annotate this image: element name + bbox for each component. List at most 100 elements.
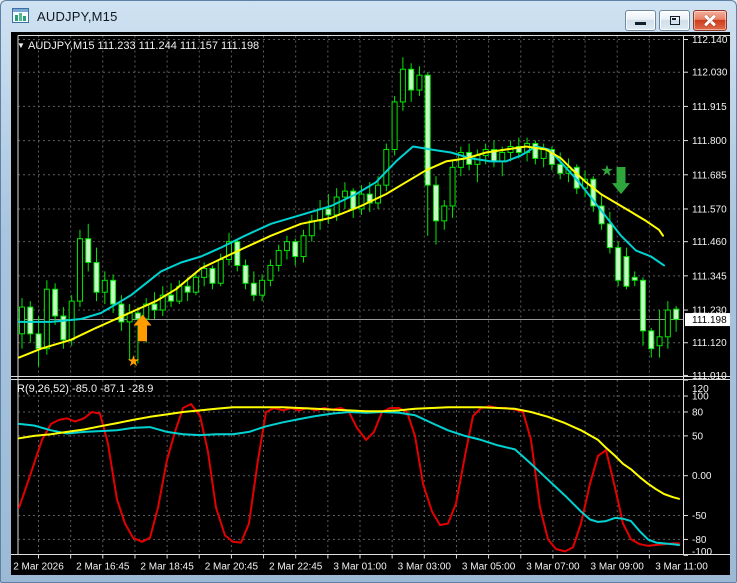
minimize-button[interactable] — [625, 10, 656, 31]
candle-body — [242, 264, 249, 284]
candle-body — [300, 235, 307, 258]
candle-body — [383, 149, 390, 186]
candle-body — [515, 146, 522, 153]
symbol-dropdown-icon[interactable]: ▼ — [17, 41, 25, 50]
price-axis-label: 111.570 — [692, 204, 727, 215]
candle-body — [275, 250, 282, 266]
sell-arrow-icon[interactable] — [612, 167, 630, 195]
candle-body — [325, 208, 332, 216]
candle-body — [408, 68, 415, 91]
candle-body — [168, 294, 175, 302]
chart-legend: AUDJPY,M15 111.233 111.244 111.157 111.1… — [28, 40, 259, 52]
ma-slow-yellow — [18, 145, 664, 359]
time-axis-label: 3 Mar 01:00 — [333, 562, 387, 573]
candle-body — [391, 101, 398, 151]
candle-body — [192, 276, 199, 293]
titlebar[interactable]: AUDJPY,M15 — [1, 1, 736, 31]
wpr-mid-cyan — [18, 411, 680, 546]
time-axis[interactable]: 2 Mar 2026 2 Mar 16:45 2 Mar 18:45 2 Mar 20… — [13, 554, 708, 573]
indicator-legend: R(9,26,52) -85.0 -87.1 -28.9 — [17, 383, 153, 395]
candle-body — [19, 306, 25, 335]
indicator-axis-label: -50 — [692, 511, 707, 522]
candle-body — [101, 279, 108, 293]
candle-body — [151, 303, 158, 311]
candle-body — [449, 166, 456, 207]
candle-body — [623, 256, 630, 287]
candle-body — [43, 288, 50, 350]
sell-star-icon[interactable]: ★ — [600, 162, 613, 179]
candle-body — [648, 330, 655, 350]
maximize-icon — [670, 16, 680, 25]
indicator-axis-label: 120 — [692, 384, 709, 395]
buy-arrow-icon[interactable] — [133, 314, 152, 342]
current-price-value: 111.198 — [692, 315, 727, 326]
candle-body — [27, 306, 34, 335]
candle-body — [250, 282, 257, 296]
chart-window-icon — [12, 8, 30, 24]
time-axis-label: 3 Mar 07:00 — [526, 562, 580, 573]
candle-body — [292, 241, 299, 258]
candle-body — [366, 193, 373, 204]
candle-body — [673, 308, 680, 321]
candle-body — [184, 285, 191, 293]
candle-body — [540, 149, 547, 159]
indicator-axis-label: -80 — [692, 535, 707, 546]
candle-body — [590, 178, 597, 207]
time-axis-label: 2 Mar 18:45 — [140, 562, 194, 573]
candle-body — [548, 149, 555, 165]
candle-body — [201, 267, 208, 278]
candle-body — [416, 74, 423, 91]
price-axis[interactable]: 112.140 112.030 111.915 111.800 111.685 111.5… — [683, 35, 731, 382]
window-title: AUDJPY,M15 — [37, 8, 118, 24]
indicator-axis-label: 0.00 — [692, 471, 712, 482]
maximize-button[interactable] — [659, 10, 690, 31]
candle-body — [209, 267, 216, 284]
price-axis-label: 111.345 — [692, 271, 727, 282]
indicator-axis-label: -100 — [692, 547, 712, 558]
price-axis-label: 112.030 — [692, 68, 728, 79]
current-price-badge — [685, 313, 730, 327]
chart-client-area[interactable]: ★ ★ 112.140 112.030 111.915 111.800 111.685 111… — [11, 32, 730, 575]
grid-lines — [18, 35, 683, 554]
close-button[interactable] — [693, 10, 727, 31]
price-axis-label: 111.685 — [692, 170, 727, 181]
candle-body — [333, 196, 340, 216]
candle-body — [656, 336, 663, 347]
candles-layer — [19, 57, 680, 367]
candle-body — [283, 241, 290, 252]
price-axis-label: 111.800 — [692, 136, 727, 147]
candle-body — [424, 74, 431, 186]
price-axis-label: 111.120 — [692, 338, 727, 349]
buy-star-icon[interactable]: ★ — [127, 353, 140, 370]
candle-body — [118, 303, 125, 323]
candle-body — [606, 223, 613, 249]
candle-body — [664, 309, 671, 338]
candle-body — [341, 190, 348, 198]
candle-body — [159, 294, 166, 311]
candle-body — [52, 288, 59, 317]
candle-body — [85, 238, 92, 263]
window-separator[interactable] — [11, 376, 730, 380]
candle-body — [76, 238, 83, 302]
candle-body — [259, 279, 266, 296]
candle-body — [60, 315, 67, 341]
time-axis-label: 2 Mar 16:45 — [76, 562, 130, 573]
candle-body — [375, 184, 382, 204]
time-axis-label: 3 Mar 11:00 — [655, 562, 708, 573]
candle-body — [217, 259, 224, 284]
time-axis-label: 3 Mar 09:00 — [591, 562, 645, 573]
price-axis-label: 111.230 — [692, 306, 727, 317]
wpr-fast-red — [18, 403, 680, 553]
price-chart[interactable]: ★ ★ 112.140 112.030 111.915 111.800 111.685 111… — [11, 32, 730, 575]
candle-body — [308, 220, 315, 237]
time-axis-label: 2 Mar 22:45 — [269, 562, 323, 573]
price-axis-label: 111.010 — [692, 371, 727, 382]
price-axis-label: 111.915 — [692, 102, 727, 113]
ma-fast-cyan — [18, 145, 665, 323]
time-axis-label: 2 Mar 20:45 — [205, 562, 259, 573]
time-axis-label: 3 Mar 03:00 — [398, 562, 452, 573]
candle-body — [110, 279, 117, 305]
candle-body — [234, 241, 241, 266]
